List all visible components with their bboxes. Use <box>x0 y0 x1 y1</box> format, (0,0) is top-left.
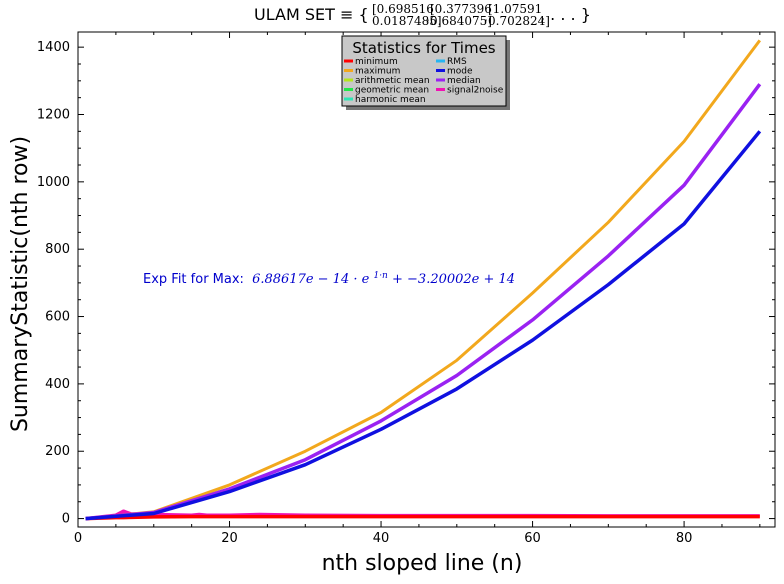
legend-entry: median <box>436 76 481 86</box>
y-tick-label: 1000 <box>37 175 70 190</box>
legend-label: RMS <box>447 57 467 67</box>
legend-label: median <box>447 76 481 86</box>
legend-entry: geometric mean <box>344 86 429 96</box>
legend: Statistics for Times minimummaximumarith… <box>341 35 510 110</box>
legend-label: signal2noise <box>447 86 504 96</box>
x-tick-label: 60 <box>524 531 541 546</box>
series-line-median <box>85 83 762 521</box>
series-line-mode <box>85 130 762 521</box>
plot-area <box>77 31 776 528</box>
y-tick-label: 200 <box>45 444 70 459</box>
title-suffix: , . . . } <box>540 5 591 24</box>
y-tick-label: 1200 <box>37 108 70 123</box>
y-tick-label: 600 <box>45 310 70 325</box>
series-line-minimum <box>85 514 760 521</box>
title-pair-bottom: 0.0187485] <box>372 14 442 28</box>
y-tick-label: 400 <box>45 377 70 392</box>
x-axis-title: nth sloped line (n) <box>322 551 523 576</box>
exp-fit-annotation: Exp Fit for Max: 6.88617e − 14 · e 1·n +… <box>143 267 515 287</box>
title-comma: , <box>426 10 430 24</box>
y-axis-title: SummaryStatistic(nth row) <box>8 136 33 432</box>
title-prefix: ULAM SET ≡ { <box>254 5 369 24</box>
legend-label: harmonic mean <box>355 95 426 105</box>
title-pair-top: [1.07591 <box>488 2 542 16</box>
legend-entry: arithmetic mean <box>344 76 430 86</box>
exp-fit-formula: 6.88617e − 14 · e <box>252 272 370 287</box>
y-tick-label: 800 <box>45 242 70 257</box>
legend-box <box>341 35 507 107</box>
legend-entry: minimum <box>344 57 398 67</box>
x-tick-label: 20 <box>221 531 238 546</box>
title-pairs: [0.6985160.0187485],[0.3773960.684075],[… <box>372 2 550 28</box>
exp-fit-formula-tail: + −3.20002e + 14 <box>392 272 515 287</box>
legend-entry: signal2noise <box>436 86 504 96</box>
legend-label: arithmetic mean <box>355 76 430 86</box>
x-tick-label: 80 <box>676 531 693 546</box>
y-tick-label: 1400 <box>37 40 70 55</box>
legend-title: Statistics for Times <box>352 39 495 57</box>
title-comma: , <box>484 10 488 24</box>
series-layer <box>85 39 762 521</box>
exp-fit-exponent: 1·n <box>373 271 388 281</box>
title-pair-top: [0.698516 <box>372 2 434 16</box>
title-pair-top: [0.377396 <box>430 2 492 16</box>
legend-label: geometric mean <box>355 86 429 96</box>
series-line-maximum <box>85 39 762 521</box>
x-tick-label: 40 <box>373 531 390 546</box>
title-pair-bottom: 0.702824] <box>488 14 550 28</box>
title-pair-bottom: 0.684075] <box>430 14 492 28</box>
legend-entry: mode <box>436 67 473 77</box>
exp-fit-label: Exp Fit for Max: <box>143 272 244 287</box>
legend-label: maximum <box>355 67 400 77</box>
legend-entry: maximum <box>344 67 400 77</box>
legend-label: mode <box>447 67 473 77</box>
legend-entry: RMS <box>436 57 467 67</box>
legend-entry: harmonic mean <box>344 95 426 105</box>
chart-title: ULAM SET ≡ { [0.6985160.0187485],[0.3773… <box>254 2 591 28</box>
x-tick-label: 0 <box>74 531 82 546</box>
y-tick-label: 0 <box>62 512 70 527</box>
legend-label: minimum <box>355 57 398 67</box>
